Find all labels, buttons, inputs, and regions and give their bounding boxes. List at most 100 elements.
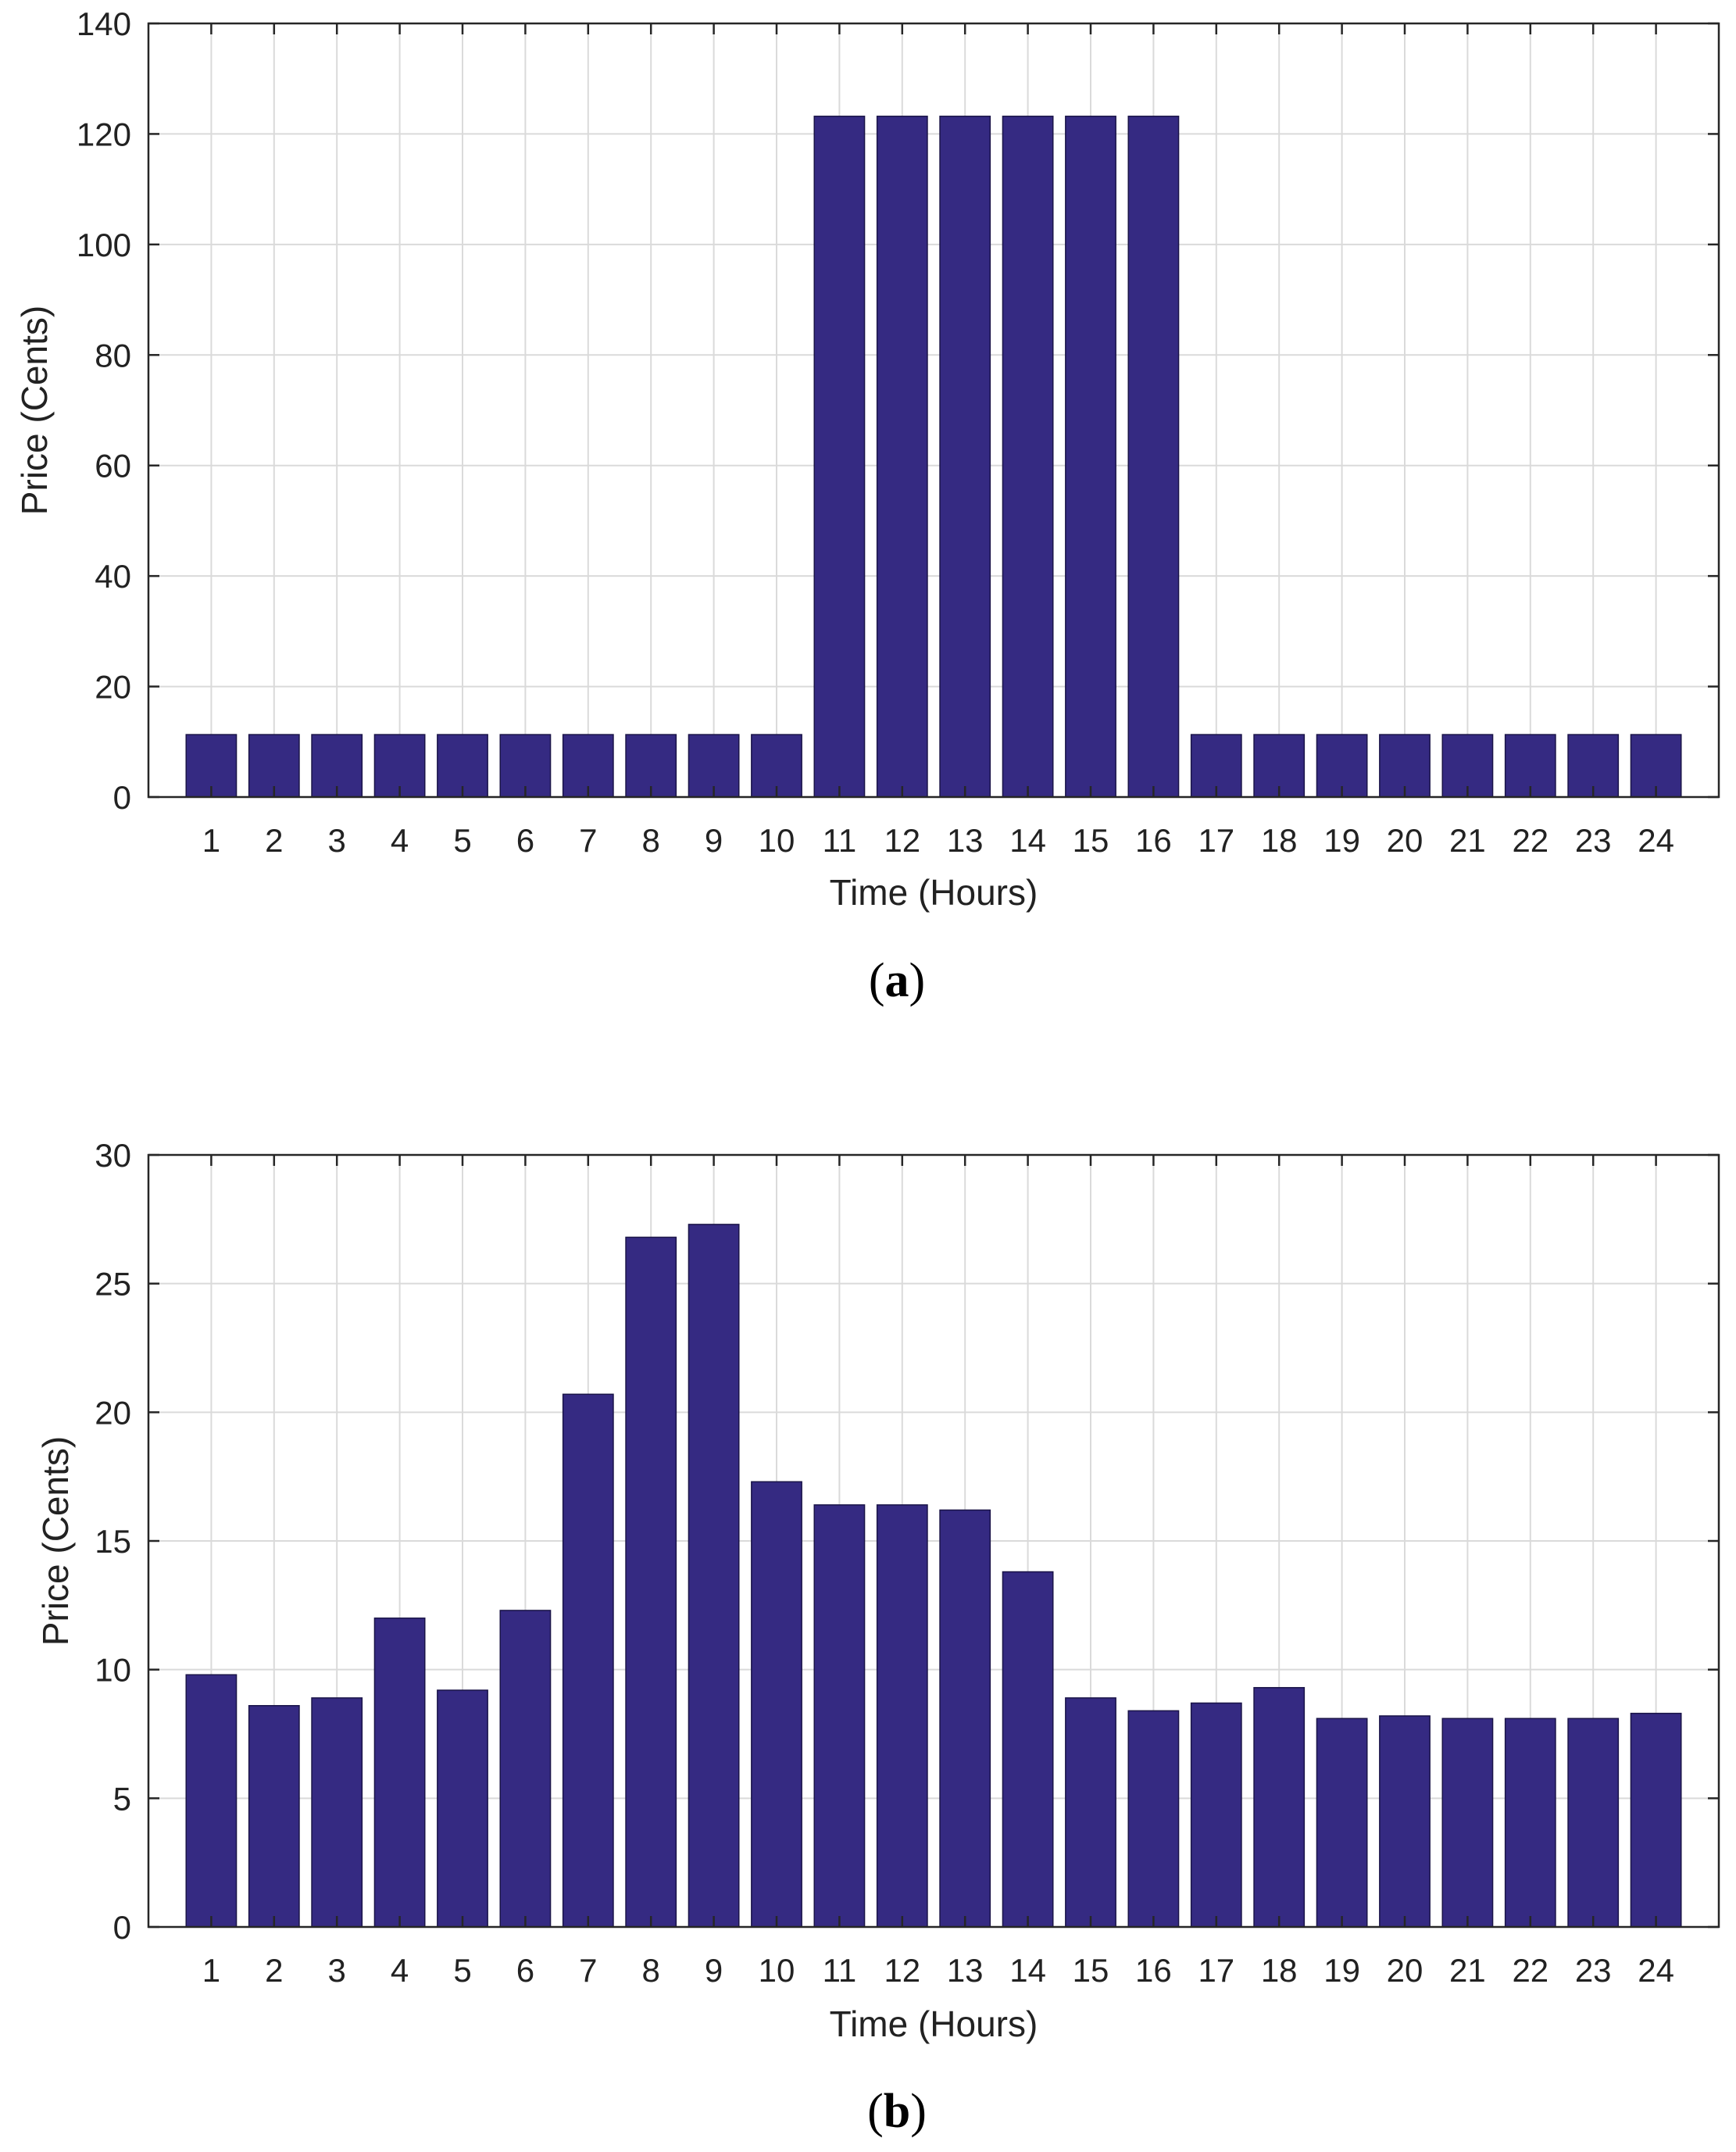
x-tick-label: 18 xyxy=(1261,822,1298,859)
x-tick-label: 1 xyxy=(202,1952,220,1989)
bar-hour-12 xyxy=(876,1504,928,1928)
x-tick-label: 14 xyxy=(1009,1952,1046,1989)
bar-hour-20 xyxy=(1379,1715,1431,1928)
y-tick-label: 40 xyxy=(95,558,131,595)
x-tick-label: 18 xyxy=(1261,1952,1298,1989)
bars-a xyxy=(185,116,1682,798)
y-tick-label: 60 xyxy=(95,448,131,484)
y-tick-labels-a: 0 20 40 60 80 100 120 140 xyxy=(77,5,131,816)
x-tick-label: 16 xyxy=(1135,822,1172,859)
bar-hour-6 xyxy=(499,1610,552,1928)
bar-hour-13 xyxy=(939,116,991,798)
bar-hour-4 xyxy=(373,1618,426,1928)
y-tick-label: 5 xyxy=(113,1780,131,1817)
bar-hour-14 xyxy=(1002,1571,1054,1928)
y-axis-label-a: Price (Cents) xyxy=(14,306,55,515)
panel-caption-letter-a: a xyxy=(885,954,909,1007)
bar-hour-2 xyxy=(248,1705,300,1928)
x-axis-label-a: Time (Hours) xyxy=(830,872,1038,913)
x-tick-label: 15 xyxy=(1073,1952,1109,1989)
bar-hour-1 xyxy=(185,1674,238,1928)
bar-hour-15 xyxy=(1065,1697,1116,1928)
bar-hour-22 xyxy=(1504,1718,1556,1928)
y-tick-label: 0 xyxy=(113,1909,131,1946)
x-tick-label: 11 xyxy=(823,1952,857,1989)
x-axis-label-b: Time (Hours) xyxy=(830,2004,1038,2044)
bar-hour-16 xyxy=(1127,116,1180,798)
bar-hour-21 xyxy=(1441,1718,1494,1928)
bar-hour-10 xyxy=(751,1481,802,1928)
y-tick-label: 20 xyxy=(95,669,131,706)
x-tick-label: 2 xyxy=(265,822,283,859)
y-tick-label: 30 xyxy=(95,1137,131,1174)
x-tick-label: 3 xyxy=(328,1952,346,1989)
x-tick-label: 19 xyxy=(1323,1952,1360,1989)
x-tick-label: 7 xyxy=(579,1952,597,1989)
bar-hour-24 xyxy=(1630,1712,1682,1928)
x-tick-label: 14 xyxy=(1009,822,1046,859)
plot-area-a xyxy=(148,23,1719,797)
x-tick-label: 17 xyxy=(1198,1952,1234,1989)
bar-hour-7 xyxy=(562,1393,614,1928)
y-tick-label: 140 xyxy=(77,5,131,42)
ticks-a xyxy=(148,22,1719,799)
x-tick-label: 7 xyxy=(579,822,597,859)
bars-b xyxy=(185,1224,1682,1928)
panel-caption-letter-b: b xyxy=(884,2085,910,2138)
y-tick-label: 0 xyxy=(113,779,131,816)
x-tick-labels-b: 1 2 3 4 5 6 7 8 9 10 11 12 13 14 15 16 17 18 19 20 21 22 23 24 xyxy=(202,1952,1674,1989)
x-tick-label: 9 xyxy=(705,822,723,859)
x-tick-label: 4 xyxy=(391,1952,409,1989)
panel-caption-a: (a) xyxy=(869,954,925,1007)
y-tick-label: 80 xyxy=(95,337,131,374)
x-tick-label: 11 xyxy=(823,822,857,859)
panel-caption-b: (b) xyxy=(867,2085,927,2138)
bar-hour-5 xyxy=(437,1689,488,1928)
y-tick-labels-b: 0 5 10 15 20 25 30 xyxy=(95,1137,131,1946)
x-tick-label: 21 xyxy=(1449,822,1486,859)
x-tick-label: 22 xyxy=(1512,1952,1548,1989)
bar-hour-17 xyxy=(1190,1702,1242,1928)
x-tick-label: 3 xyxy=(328,822,346,859)
x-tick-label: 13 xyxy=(947,1952,984,1989)
bar-hour-8 xyxy=(625,1236,677,1928)
y-tick-label: 25 xyxy=(95,1266,131,1303)
x-tick-label: 4 xyxy=(391,822,409,859)
x-tick-label: 9 xyxy=(705,1952,723,1989)
y-tick-label: 10 xyxy=(95,1652,131,1689)
x-tick-label: 12 xyxy=(884,1952,920,1989)
bar-hour-3 xyxy=(311,1697,363,1928)
x-tick-label: 21 xyxy=(1449,1952,1486,1989)
gridlines-b xyxy=(148,1155,1719,1927)
x-tick-label: 10 xyxy=(759,822,795,859)
x-tick-label: 20 xyxy=(1387,1952,1423,1989)
bar-hour-12 xyxy=(876,116,928,798)
x-tick-label: 22 xyxy=(1512,822,1548,859)
bar-hour-23 xyxy=(1567,1718,1620,1928)
x-tick-label: 5 xyxy=(453,1952,471,1989)
x-tick-label: 6 xyxy=(516,822,534,859)
x-tick-label: 12 xyxy=(884,822,920,859)
y-tick-label: 15 xyxy=(95,1523,131,1560)
x-tick-labels-a: 1 2 3 4 5 6 7 8 9 10 11 12 13 14 15 16 17 18 19 20 21 22 23 24 xyxy=(202,822,1674,859)
x-tick-label: 6 xyxy=(516,1952,534,1989)
x-tick-label: 15 xyxy=(1073,822,1109,859)
ticks-b xyxy=(148,1153,1719,1929)
bar-hour-11 xyxy=(813,1504,866,1928)
bar-hour-19 xyxy=(1316,1718,1368,1928)
x-tick-label: 2 xyxy=(265,1952,283,1989)
y-tick-label: 20 xyxy=(95,1394,131,1431)
x-tick-label: 17 xyxy=(1198,822,1234,859)
x-tick-label: 8 xyxy=(642,822,660,859)
x-tick-label: 24 xyxy=(1638,822,1674,859)
bar-hour-16 xyxy=(1127,1710,1180,1928)
x-tick-label: 20 xyxy=(1387,822,1423,859)
x-tick-label: 19 xyxy=(1323,822,1360,859)
bar-hour-11 xyxy=(813,116,866,798)
x-tick-label: 24 xyxy=(1638,1952,1674,1989)
x-tick-label: 5 xyxy=(453,822,471,859)
x-tick-label: 23 xyxy=(1575,1952,1612,1989)
y-tick-label: 120 xyxy=(77,116,131,152)
